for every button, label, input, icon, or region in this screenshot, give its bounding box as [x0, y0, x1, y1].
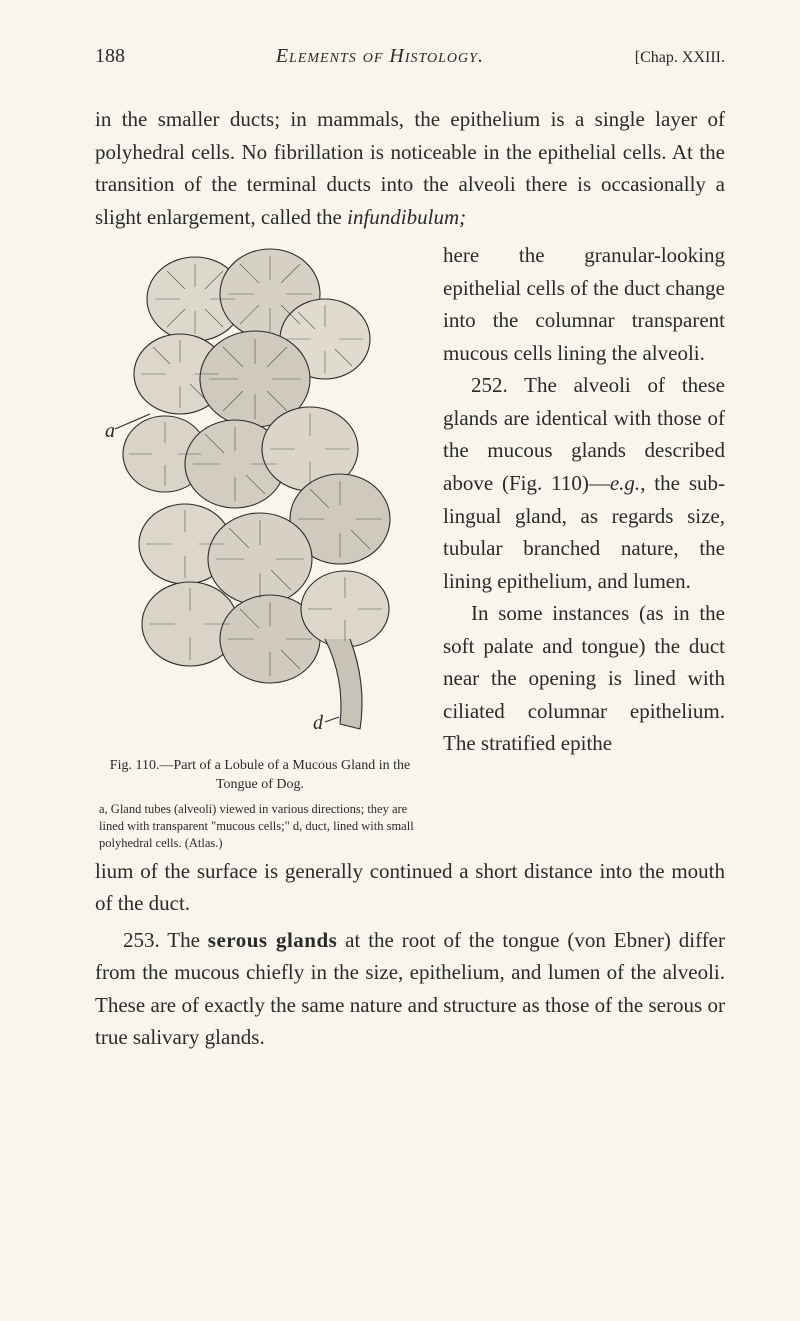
figure-subcaption: a, Gland tubes (alveoli) viewed in vario… [95, 801, 425, 852]
figure-caption: Fig. 110.—Part of a Lobule of a Mucous G… [95, 757, 425, 795]
figure-text-row: a d Fig. 110.—Part of a Lobule of a Muco… [95, 239, 725, 851]
paragraph-253: 253. The serous glands at the root of th… [95, 924, 725, 1054]
page-header: 188 Elements of Histology. [Chap. XXIII. [95, 45, 725, 68]
figure-column: a d Fig. 110.—Part of a Lobule of a Muco… [95, 239, 425, 851]
paragraph-252: 252. The alveoli of these glands are ide… [443, 369, 725, 597]
right-text-column: here the granular-looking epithelial cel… [443, 239, 725, 851]
intro-paragraph: in the smaller ducts; in mammals, the ep… [95, 103, 725, 233]
figure-label-d: d [313, 712, 324, 734]
figure-label-a: a [105, 420, 115, 442]
p252-eg: e.g. [610, 471, 640, 495]
p253-a: 253. The [123, 928, 208, 952]
intro-italic: infundibulum; [347, 205, 466, 229]
p253-bold: serous glands [208, 928, 338, 952]
soft-palate-para: In some instances (as in the soft palate… [443, 597, 725, 760]
page-number: 188 [95, 45, 125, 68]
chapter-reference: [Chap. XXIII. [635, 49, 725, 67]
continuation-text: lium of the surface is generally continu… [95, 855, 725, 920]
right-para-1: here the granular-looking epithelial cel… [443, 239, 725, 369]
figure-110-illustration: a d [95, 239, 425, 749]
book-title: Elements of Histology. [276, 45, 484, 68]
